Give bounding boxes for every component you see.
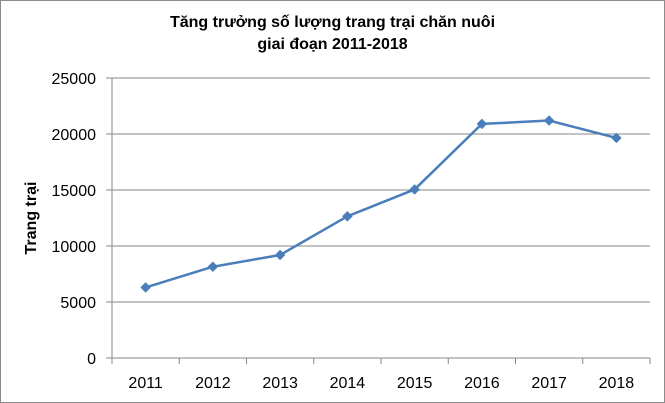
chart-title-line-2: giai đoạn 2011-2018 (257, 36, 408, 53)
data-point-marker (476, 118, 488, 130)
axes (106, 77, 651, 364)
chart-title-line-1: Tăng trưởng số lượng trang trại chăn nuô… (169, 14, 496, 31)
gridlines (112, 77, 650, 303)
x-tick-label: 2011 (128, 375, 163, 392)
data-point-marker (611, 132, 622, 144)
data-point-marker (274, 249, 286, 261)
y-tick-label: 25000 (52, 71, 97, 88)
x-tick-label: 2015 (397, 375, 433, 392)
x-tick-label: 2018 (599, 375, 635, 392)
x-tick-label: 2016 (464, 375, 500, 392)
y-tick-label: 10000 (52, 239, 97, 256)
data-point-marker (342, 210, 353, 222)
x-tick-label: 2013 (262, 375, 298, 392)
x-tick-label: 2012 (195, 375, 231, 392)
data-point-marker (140, 282, 151, 293)
y-tick-label: 5000 (60, 295, 96, 312)
y-tick-label: 20000 (52, 127, 97, 144)
y-tick-labels: 0 5000 10000 15000 20000 25000 (52, 71, 97, 368)
series-group (140, 115, 622, 293)
y-tick-label: 15000 (52, 183, 97, 200)
y-axis-label: Trang trại (23, 182, 40, 255)
x-tick-labels: 2011 2012 2013 2014 2015 2016 2017 2018 (128, 375, 634, 392)
series-line (145, 119, 617, 289)
data-point-marker (207, 261, 219, 273)
chart-title: Tăng trưởng số lượng trang trại chăn nuô… (0, 12, 665, 56)
x-tick-label: 2017 (531, 375, 567, 392)
x-tick-label: 2014 (330, 375, 366, 392)
data-point-marker (409, 184, 420, 195)
data-point-marker (543, 115, 555, 126)
y-tick-label: 0 (87, 351, 96, 368)
